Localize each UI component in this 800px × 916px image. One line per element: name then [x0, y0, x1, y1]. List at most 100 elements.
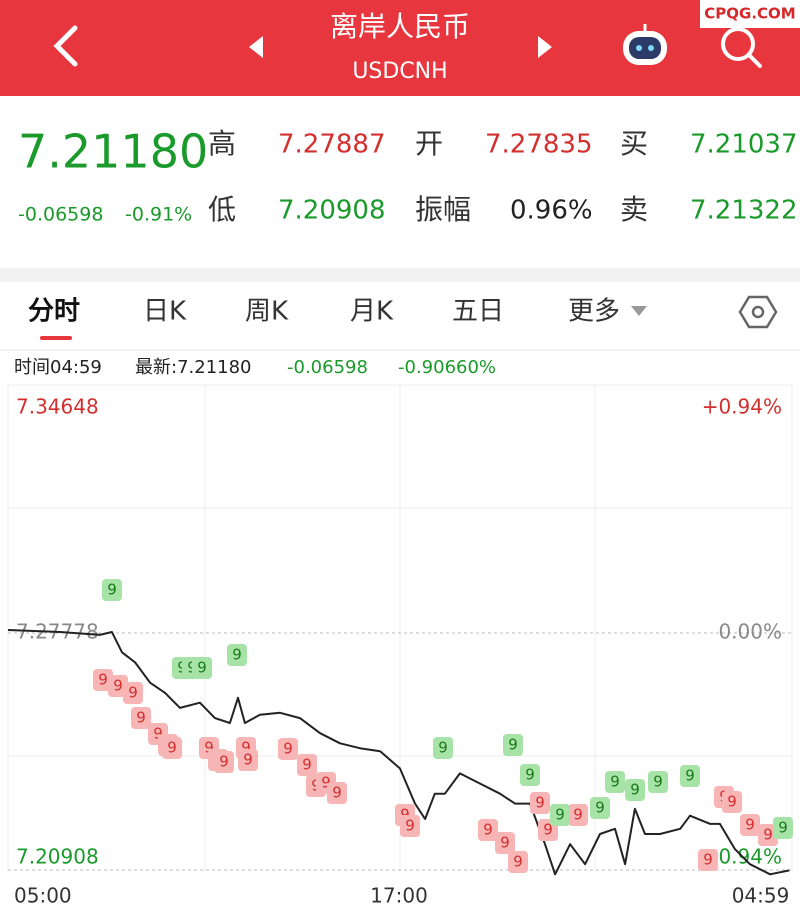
settings-icon[interactable] — [738, 295, 778, 329]
signal-box — [102, 579, 122, 601]
signal-badge: 9 — [162, 737, 182, 759]
signal-box — [327, 782, 347, 804]
field-value: 0.96% — [510, 196, 593, 226]
signal-box — [550, 804, 570, 826]
pct-label: 0.00% — [718, 620, 782, 644]
signal-label: 9 — [219, 753, 229, 771]
prev-button[interactable] — [249, 36, 263, 58]
signal-box — [648, 771, 668, 793]
signal-badge: 9 — [192, 657, 212, 679]
tab[interactable]: 五日 — [452, 297, 504, 327]
signal-box — [123, 682, 143, 704]
field-label: 振幅 — [415, 193, 471, 226]
signal-label: 9 — [595, 799, 605, 817]
field-value: 7.27887 — [278, 130, 386, 160]
signal-label: 9 — [685, 767, 695, 785]
field-label: 开 — [415, 127, 443, 160]
signal-label: 9 — [763, 826, 773, 844]
price: 7.21180 — [18, 125, 208, 179]
signal-label: 9 — [204, 739, 214, 757]
signal-badge: 9 — [102, 579, 122, 601]
signal-label: 9 — [128, 684, 138, 702]
signal-label: 9 — [241, 739, 251, 757]
signal-label: 9 — [400, 806, 410, 824]
signal-label: 9 — [703, 851, 713, 869]
info-change-pct: -0.90660% — [398, 357, 496, 378]
tab[interactable]: 分时 — [28, 297, 80, 327]
signal-box — [297, 754, 317, 776]
signal-label: 9 — [630, 781, 640, 799]
subtitle: USDCNH — [352, 59, 447, 84]
signal-badge: 9 — [433, 737, 453, 759]
signal-badge: 9 — [680, 765, 700, 787]
signal-label: 9 — [98, 671, 108, 689]
signal-box — [625, 779, 645, 801]
signal-badge: 9 — [327, 782, 347, 804]
signal-label: 9 — [555, 806, 565, 824]
price-line — [7, 629, 790, 876]
signal-badge: 9 — [530, 792, 550, 814]
signal-label: 9 — [508, 736, 518, 754]
signal-box — [238, 749, 258, 771]
signal-label: 9 — [167, 739, 177, 757]
tab[interactable]: 周K — [245, 297, 289, 327]
back-button[interactable] — [53, 25, 78, 67]
signal-label: 9 — [778, 819, 788, 837]
signal-label: 9 — [535, 794, 545, 812]
signal-label: 9 — [525, 766, 535, 784]
signal-badge: 9 — [722, 791, 742, 813]
watermark: CPQG.COM — [704, 5, 795, 23]
signal-badge: 9 — [550, 804, 570, 826]
field-label: 低 — [208, 193, 236, 226]
signal-label: 9 — [513, 853, 523, 871]
signal-box — [773, 817, 793, 839]
change-pct: -0.91% — [125, 204, 192, 226]
robot-icon[interactable] — [623, 24, 667, 65]
field-value: 7.20908 — [278, 196, 386, 226]
signal-box — [227, 644, 247, 666]
signal-label: 9 — [727, 793, 737, 811]
signal-box — [590, 797, 610, 819]
signal-box — [740, 814, 760, 836]
signal-badge: 9 — [740, 814, 760, 836]
signal-label: 9 — [543, 821, 553, 839]
signal-label: 9 — [573, 806, 583, 824]
pct-label: -0.94% — [711, 845, 782, 869]
signal-label: 9 — [197, 659, 207, 677]
signal-box — [400, 815, 420, 837]
tab[interactable]: 日K — [143, 297, 187, 327]
signal-label: 9 — [153, 725, 163, 743]
title: 离岸人民币 — [330, 10, 470, 43]
dropdown-arrow — [631, 306, 647, 316]
signal-box — [478, 819, 498, 841]
signal-label: 9 — [136, 709, 146, 727]
signal-label: 9 — [332, 784, 342, 802]
signal-label: 9 — [283, 740, 293, 758]
signal-badge: 9 — [495, 832, 515, 854]
field-value: 7.21322 — [690, 196, 798, 226]
y-tick-label: 7.20908 — [16, 845, 99, 869]
signal-box — [520, 764, 540, 786]
signal-badge: 9 — [278, 738, 298, 760]
signal-box — [530, 792, 550, 814]
chart-frame — [7, 384, 793, 872]
field-label: 卖 — [620, 193, 648, 226]
search-icon[interactable] — [721, 27, 762, 68]
field-value: 7.21037 — [690, 130, 798, 160]
tab[interactable]: 更多 — [568, 297, 620, 327]
signal-box — [568, 804, 588, 826]
signal-label: 9 — [113, 677, 123, 695]
tab[interactable]: 月K — [350, 297, 394, 327]
signal-box — [214, 751, 234, 773]
signal-box — [433, 737, 453, 759]
signal-label: 9 — [610, 773, 620, 791]
tab-indicator — [40, 336, 72, 340]
signal-label: 9 — [653, 773, 663, 791]
signal-box — [131, 707, 151, 729]
next-button[interactable] — [538, 36, 552, 58]
signal-box — [503, 734, 523, 756]
signal-badge: 9 — [590, 797, 610, 819]
